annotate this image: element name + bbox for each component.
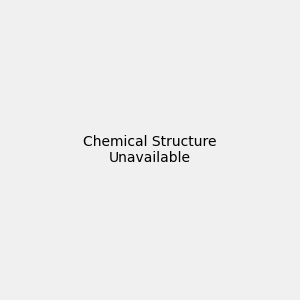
Text: Chemical Structure
Unavailable: Chemical Structure Unavailable xyxy=(83,135,217,165)
